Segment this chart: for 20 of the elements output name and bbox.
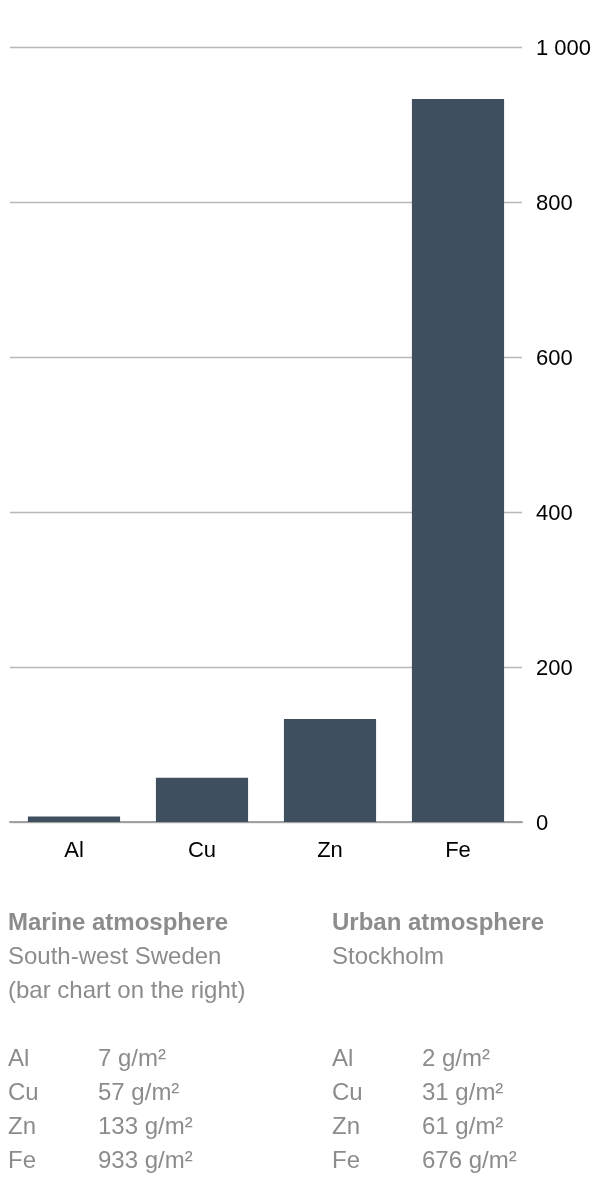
x-tick-label: Zn — [317, 836, 343, 862]
text: Urban atmosphere — [332, 907, 546, 937]
text: Al 7 g/m² Cu 57 g/m² Zn 133 g/m² Fe 933 g/m² — [8, 1044, 193, 1173]
y-tick-label: 600 — [536, 344, 573, 370]
text: South-west Sweden (bar chart on the right) — [8, 941, 247, 1005]
y-tick-label: 800 — [536, 189, 573, 215]
y-tick-label: 400 — [536, 499, 573, 525]
y-tick-label: 0 — [536, 809, 549, 835]
x-tick-label: Fe — [445, 836, 471, 862]
bar — [155, 777, 249, 822]
bar — [411, 98, 505, 822]
text: Marine atmosphere — [8, 907, 230, 937]
x-tick-label: Cu — [187, 836, 217, 862]
bar — [27, 816, 121, 822]
y-tick-label: 200 — [536, 654, 573, 680]
bar — [283, 718, 377, 822]
x-tick-label: Al — [64, 836, 84, 862]
y-tick-label: 1 000 — [536, 34, 592, 60]
text: Stockholm — [332, 941, 446, 971]
text: Al 2 g/m² Cu 31 g/m² Zn 61 g/m² Fe 676 g/m² — [332, 1044, 517, 1173]
